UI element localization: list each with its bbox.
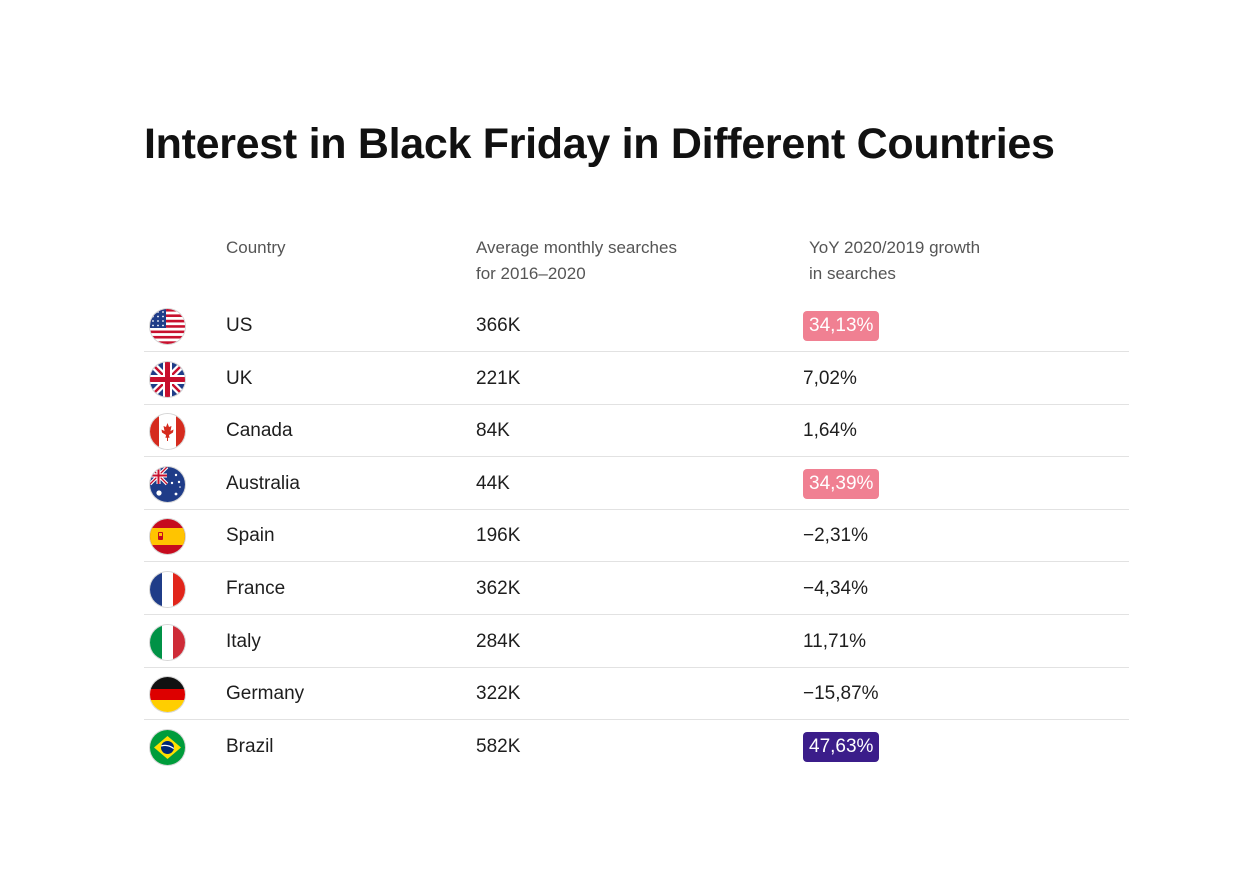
table-row: US 366K 34,13% — [144, 300, 1129, 352]
highlight-badge: 34,13% — [803, 311, 880, 341]
row-divider — [144, 456, 1129, 458]
us-flag-icon — [150, 309, 185, 344]
yoy-growth-cell: 11,71% — [803, 630, 867, 652]
average-searches-cell: 44K — [476, 472, 510, 494]
yoy-growth-cell: −2,31% — [803, 525, 868, 547]
country-cell: Brazil — [226, 735, 274, 757]
row-divider — [144, 403, 1129, 405]
page-title: Interest in Black Friday in Different Co… — [144, 120, 1055, 168]
yoy-growth-cell: 7,02% — [803, 367, 857, 389]
table-row: Germany 322K −15,87% — [144, 668, 1129, 721]
yoy-growth-cell: 34,13% — [803, 300, 880, 352]
table-row: Australia 44K 34,39% — [144, 458, 1129, 510]
uk-flag-icon — [150, 361, 185, 397]
table-row: Brazil 582K 47,63% — [144, 721, 1129, 773]
germany-flag-icon — [150, 677, 185, 713]
brazil-flag-icon — [150, 729, 185, 765]
australia-flag-icon — [150, 466, 185, 502]
country-cell: US — [226, 315, 253, 336]
table-row: France 362K −4,34% — [144, 563, 1129, 615]
country-cell: Spain — [226, 525, 275, 547]
yoy-growth-cell: 34,39% — [803, 458, 880, 510]
country-cell: France — [226, 578, 286, 599]
country-cell: Canada — [226, 420, 293, 442]
canada-flag-icon — [150, 414, 185, 450]
yoy-growth-cell: −4,34% — [803, 578, 868, 599]
table-row: Italy 284K 11,71% — [144, 616, 1129, 668]
country-cell: Germany — [226, 683, 305, 705]
row-divider — [144, 614, 1129, 615]
table-row: Spain 196K −2,31% — [144, 510, 1129, 563]
italy-flag-icon — [150, 624, 185, 660]
average-searches-cell: 84K — [476, 420, 510, 442]
table-row: UK 221K 7,02% — [144, 353, 1129, 405]
yoy-growth-cell: 1,64% — [803, 420, 857, 442]
spain-flag-icon — [150, 519, 185, 555]
table-row: Canada 84K 1,64% — [144, 405, 1129, 458]
average-searches-cell: 582K — [476, 735, 521, 757]
average-searches-cell: 196K — [476, 525, 521, 547]
row-divider — [144, 561, 1129, 563]
row-divider — [144, 508, 1129, 510]
row-divider — [144, 719, 1129, 721]
yoy-growth-cell: 47,63% — [803, 721, 880, 773]
row-divider — [144, 351, 1129, 352]
highlight-badge: 47,63% — [803, 731, 880, 762]
average-searches-cell: 221K — [476, 367, 521, 389]
country-cell: UK — [226, 367, 253, 389]
header-country: Country — [226, 238, 286, 257]
average-searches-cell: 284K — [476, 630, 521, 652]
france-flag-icon — [150, 572, 185, 607]
average-searches-cell: 366K — [476, 315, 521, 336]
row-divider — [144, 666, 1129, 668]
yoy-growth-cell: −15,87% — [803, 683, 879, 705]
average-searches-cell: 362K — [476, 578, 521, 599]
highlight-badge: 34,39% — [803, 468, 880, 499]
average-searches-cell: 322K — [476, 683, 521, 705]
country-cell: Australia — [226, 472, 300, 494]
header-average-searches: Average monthly searches for 2016–2020 — [476, 238, 677, 283]
country-cell: Italy — [226, 630, 261, 652]
header-yoy-growth: YoY 2020/2019 growth in searches — [809, 238, 981, 283]
